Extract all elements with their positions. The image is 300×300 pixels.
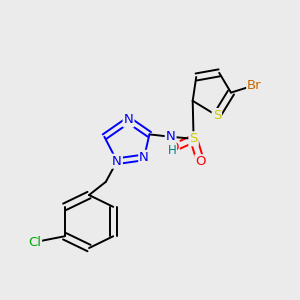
Text: Cl: Cl (28, 236, 41, 249)
Text: S: S (213, 109, 221, 122)
Text: O: O (168, 141, 179, 154)
Text: N: N (166, 130, 176, 143)
Text: N: N (124, 113, 134, 127)
Text: N: N (139, 151, 149, 164)
Text: Br: Br (247, 79, 262, 92)
Text: H: H (168, 144, 176, 158)
Text: N: N (112, 155, 122, 168)
Text: S: S (189, 132, 198, 145)
Text: O: O (195, 155, 206, 168)
